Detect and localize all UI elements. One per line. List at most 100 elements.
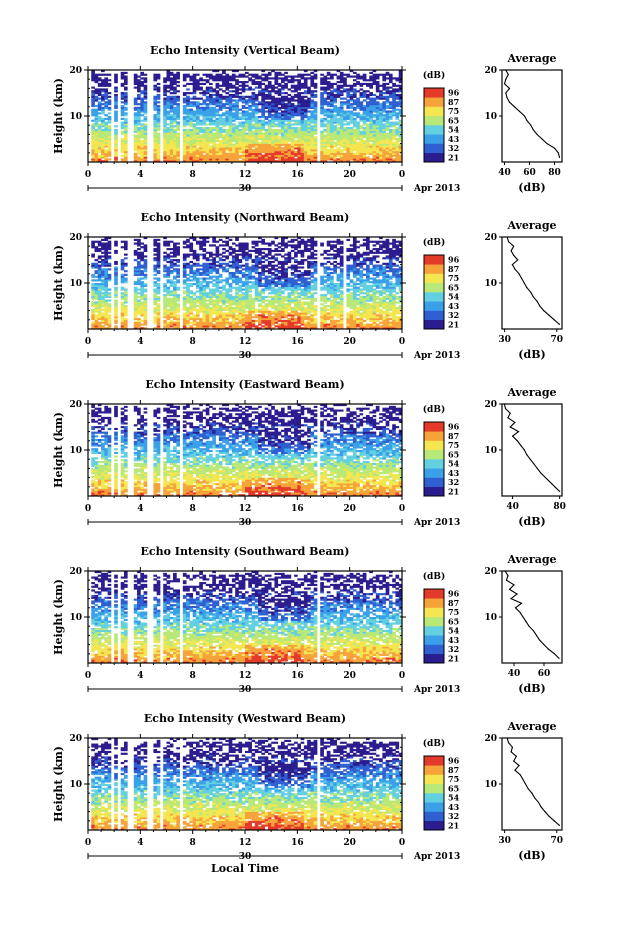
heatmap-cell [215,77,220,80]
heatmap-cell [143,141,148,144]
heatmap-cell [231,275,236,278]
heatmap-cell [182,84,187,87]
heatmap-cell [222,279,226,282]
heatmap-cell [238,325,243,328]
heatmap-cell [156,112,161,115]
heatmap-cell [189,125,194,128]
heatmap-cell [215,264,220,267]
heatmap-cell [287,121,292,124]
heatmap-cell [107,136,112,139]
heatmap-cell [123,136,128,139]
heatmap-cell [261,79,266,82]
heatmap-cell [120,130,125,133]
heatmap-cell [140,283,144,286]
heatmap-cell [123,149,128,152]
heatmap-cell [209,312,213,315]
heatmap-cell [320,77,324,80]
heatmap-cell [261,134,266,137]
heatmap-cell [120,295,125,299]
heatmap-cell [97,128,102,132]
heatmap-cell [375,132,380,135]
heatmap-cell [199,114,203,117]
heatmap-cell [186,101,190,104]
heatmap-cell [104,292,109,295]
heatmap-cell [277,147,282,150]
heatmap-cell [235,297,239,300]
heatmap-cell [356,150,360,154]
heatmap-cell [156,141,161,144]
heatmap-cell [101,319,105,322]
heatmap-cell [280,127,285,130]
heatmap-cell [107,127,112,130]
heatmap-cell [114,112,118,115]
heatmap-cell [336,108,341,111]
heatmap-cell [143,132,148,135]
heatmap-cell [231,281,236,284]
heatmap-cell [228,125,233,128]
heatmap-cell [123,86,128,89]
heatmap-cell [225,240,230,243]
heatmap-cell [186,112,190,115]
heatmap-cell [398,88,403,91]
heatmap-cell [251,150,256,154]
heatmap-cell [163,154,167,157]
heatmap-cell [153,299,158,302]
heatmap-cell [231,103,236,106]
heatmap-cell [195,242,200,245]
heatmap-cell [366,138,370,141]
heatmap-cell [375,160,380,163]
heatmap-cell [199,86,203,89]
heatmap-cell [195,152,200,155]
heatmap-cell [300,75,305,78]
heatmap-cell [166,79,171,82]
heatmap-cell [303,79,308,82]
heatmap-cell [156,88,161,91]
heatmap-cell [349,121,354,124]
heatmap-cell [294,132,298,135]
heatmap-cell [137,97,141,100]
heatmap-cell [228,323,233,326]
heatmap-cell [215,279,220,282]
heatmap-cell [101,73,105,76]
heatmap-cell [114,273,118,276]
heatmap-cell [137,139,141,143]
heatmap-cell [140,127,144,130]
heatmap-cell [356,145,360,148]
heatmap-cell [120,310,125,313]
heatmap-cell [238,92,243,95]
heatmap-cell [133,253,138,256]
heatmap-cell [205,132,210,135]
heatmap-cell [133,292,138,295]
heatmap-cell [156,132,161,135]
heatmap-cell [107,305,112,308]
heatmap-cell [251,104,256,108]
heatmap-cell [166,154,171,157]
heatmap-cell [195,156,200,159]
heatmap-cell [333,97,337,100]
heatmap-cell [264,93,269,97]
heatmap-cell [114,143,118,146]
heatmap-cell [218,259,223,262]
heatmap-cell [123,308,128,311]
heatmap-cell [186,136,190,139]
heatmap-cell [267,130,272,133]
heatmap-cell [195,88,200,91]
heatmap-cell [101,288,105,291]
heatmap-cell [356,125,360,128]
heatmap-cell [97,116,102,119]
heatmap-cell [192,160,197,163]
heatmap-cell [222,79,226,82]
heatmap-cell [156,93,161,97]
heatmap-cell [300,117,305,120]
heatmap-cell [137,292,141,295]
heatmap-cell [199,303,203,306]
heatmap-cell [294,86,298,89]
heatmap-cell [97,154,102,157]
heatmap-cell [153,154,158,157]
heatmap-cell [137,119,141,122]
heatmap-cell [137,268,141,271]
heatmap-cell [375,73,380,76]
heatmap-cell [163,110,167,113]
heatmap-cell [372,104,377,108]
heatmap-cell [202,271,207,275]
